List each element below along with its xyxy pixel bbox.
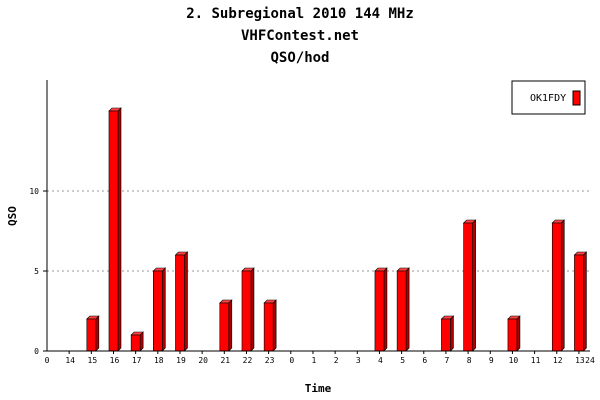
bar bbox=[374, 267, 388, 352]
bar-front bbox=[175, 254, 185, 352]
bar-side bbox=[516, 315, 521, 352]
y-tick-label: 10 bbox=[29, 187, 39, 196]
x-ticks: 14 15 16 17 18 19 20 21 22 23 0 1 2 3 4 5 6 7 8 9 10 11 12 130 2… bbox=[45, 351, 595, 365]
bar-front bbox=[396, 270, 407, 352]
bar bbox=[462, 219, 477, 352]
bar bbox=[507, 315, 521, 352]
legend: OK1FDY bbox=[511, 80, 586, 115]
x-tick-label: 9 bbox=[489, 356, 494, 365]
x-tick-label: 10 bbox=[509, 356, 519, 365]
x-tick-label: 8 bbox=[467, 356, 472, 365]
y-axis-label: QSO bbox=[6, 206, 19, 226]
bar-side bbox=[450, 315, 454, 352]
bar bbox=[130, 331, 144, 352]
x-tick-label: 12 bbox=[553, 356, 563, 365]
bar bbox=[86, 315, 100, 352]
bar-side bbox=[383, 267, 388, 352]
x-tick-label: 5 bbox=[400, 356, 405, 365]
x-axis-start-label: 0 bbox=[45, 356, 50, 365]
bar bbox=[573, 251, 588, 352]
x-tick-label: 18 bbox=[154, 356, 164, 365]
bar bbox=[241, 267, 255, 352]
bar-front bbox=[551, 222, 562, 352]
bar-front bbox=[130, 334, 141, 352]
x-tick-label: 23 bbox=[265, 356, 275, 365]
x-tick-label: 20 bbox=[198, 356, 208, 365]
bar-side bbox=[184, 251, 188, 352]
bar bbox=[263, 299, 277, 352]
bar bbox=[440, 315, 455, 352]
chart-title: 2. Subregional 2010 144 MHz bbox=[186, 6, 414, 22]
y-ticks: 0 5 10 bbox=[29, 187, 47, 356]
bar-front bbox=[108, 110, 119, 352]
bar bbox=[174, 251, 189, 352]
grid-lines bbox=[47, 190, 590, 272]
bar-side bbox=[228, 299, 233, 352]
x-tick-label: 11 bbox=[531, 356, 541, 365]
bar-front bbox=[263, 302, 274, 352]
bar-side bbox=[250, 267, 255, 352]
x-tick-label: 6 bbox=[422, 356, 427, 365]
bar bbox=[396, 267, 410, 352]
x-tick-label: 17 bbox=[132, 356, 142, 365]
legend-label: OK1FDY bbox=[530, 93, 566, 104]
bar-side bbox=[95, 315, 100, 352]
bar-front bbox=[463, 222, 473, 352]
bar bbox=[152, 267, 167, 352]
bar-side bbox=[272, 299, 277, 352]
chart-subtitle-2: QSO/hod bbox=[270, 50, 330, 66]
bar-front bbox=[219, 302, 230, 352]
bar-side bbox=[583, 251, 587, 352]
bar-front bbox=[507, 318, 518, 352]
bar-side bbox=[117, 107, 122, 352]
bar-front bbox=[241, 270, 252, 352]
bar-side bbox=[405, 267, 410, 352]
bar bbox=[108, 107, 122, 352]
x-tick-label: 21 bbox=[220, 356, 230, 365]
x-tick-label: 15 bbox=[88, 356, 98, 365]
x-tick-label: 3 bbox=[356, 356, 361, 365]
bar bbox=[551, 219, 565, 352]
bar-side bbox=[162, 267, 166, 352]
bar-front bbox=[574, 254, 584, 352]
x-tick-label: 22 bbox=[243, 356, 253, 365]
x-tick-label: 19 bbox=[176, 356, 186, 365]
bars bbox=[86, 107, 588, 352]
x-axis-end-label: 24 bbox=[585, 356, 595, 365]
x-tick-label: 4 bbox=[378, 356, 383, 365]
bar-front bbox=[153, 270, 163, 352]
x-tick-label: 14 bbox=[65, 356, 75, 365]
bar-side bbox=[560, 219, 565, 352]
x-tick-label: 16 bbox=[110, 356, 120, 365]
x-tick-label: 0 bbox=[289, 356, 294, 365]
x-tick-label: 13 bbox=[575, 356, 585, 365]
bar bbox=[219, 299, 233, 352]
bar-side bbox=[472, 219, 476, 352]
x-tick-label: 2 bbox=[334, 356, 339, 365]
legend-swatch bbox=[572, 90, 581, 106]
bar-front bbox=[86, 318, 97, 352]
x-tick-label: 7 bbox=[445, 356, 450, 365]
y-tick-label: 5 bbox=[34, 267, 39, 276]
x-tick-label: 1 bbox=[312, 356, 317, 365]
x-axis-label: Time bbox=[305, 382, 332, 395]
bar-front bbox=[441, 318, 451, 352]
chart-subtitle: VHFContest.net bbox=[240, 28, 359, 44]
bar-front bbox=[374, 270, 385, 352]
y-tick-label: 0 bbox=[34, 347, 39, 356]
axes bbox=[46, 80, 590, 352]
